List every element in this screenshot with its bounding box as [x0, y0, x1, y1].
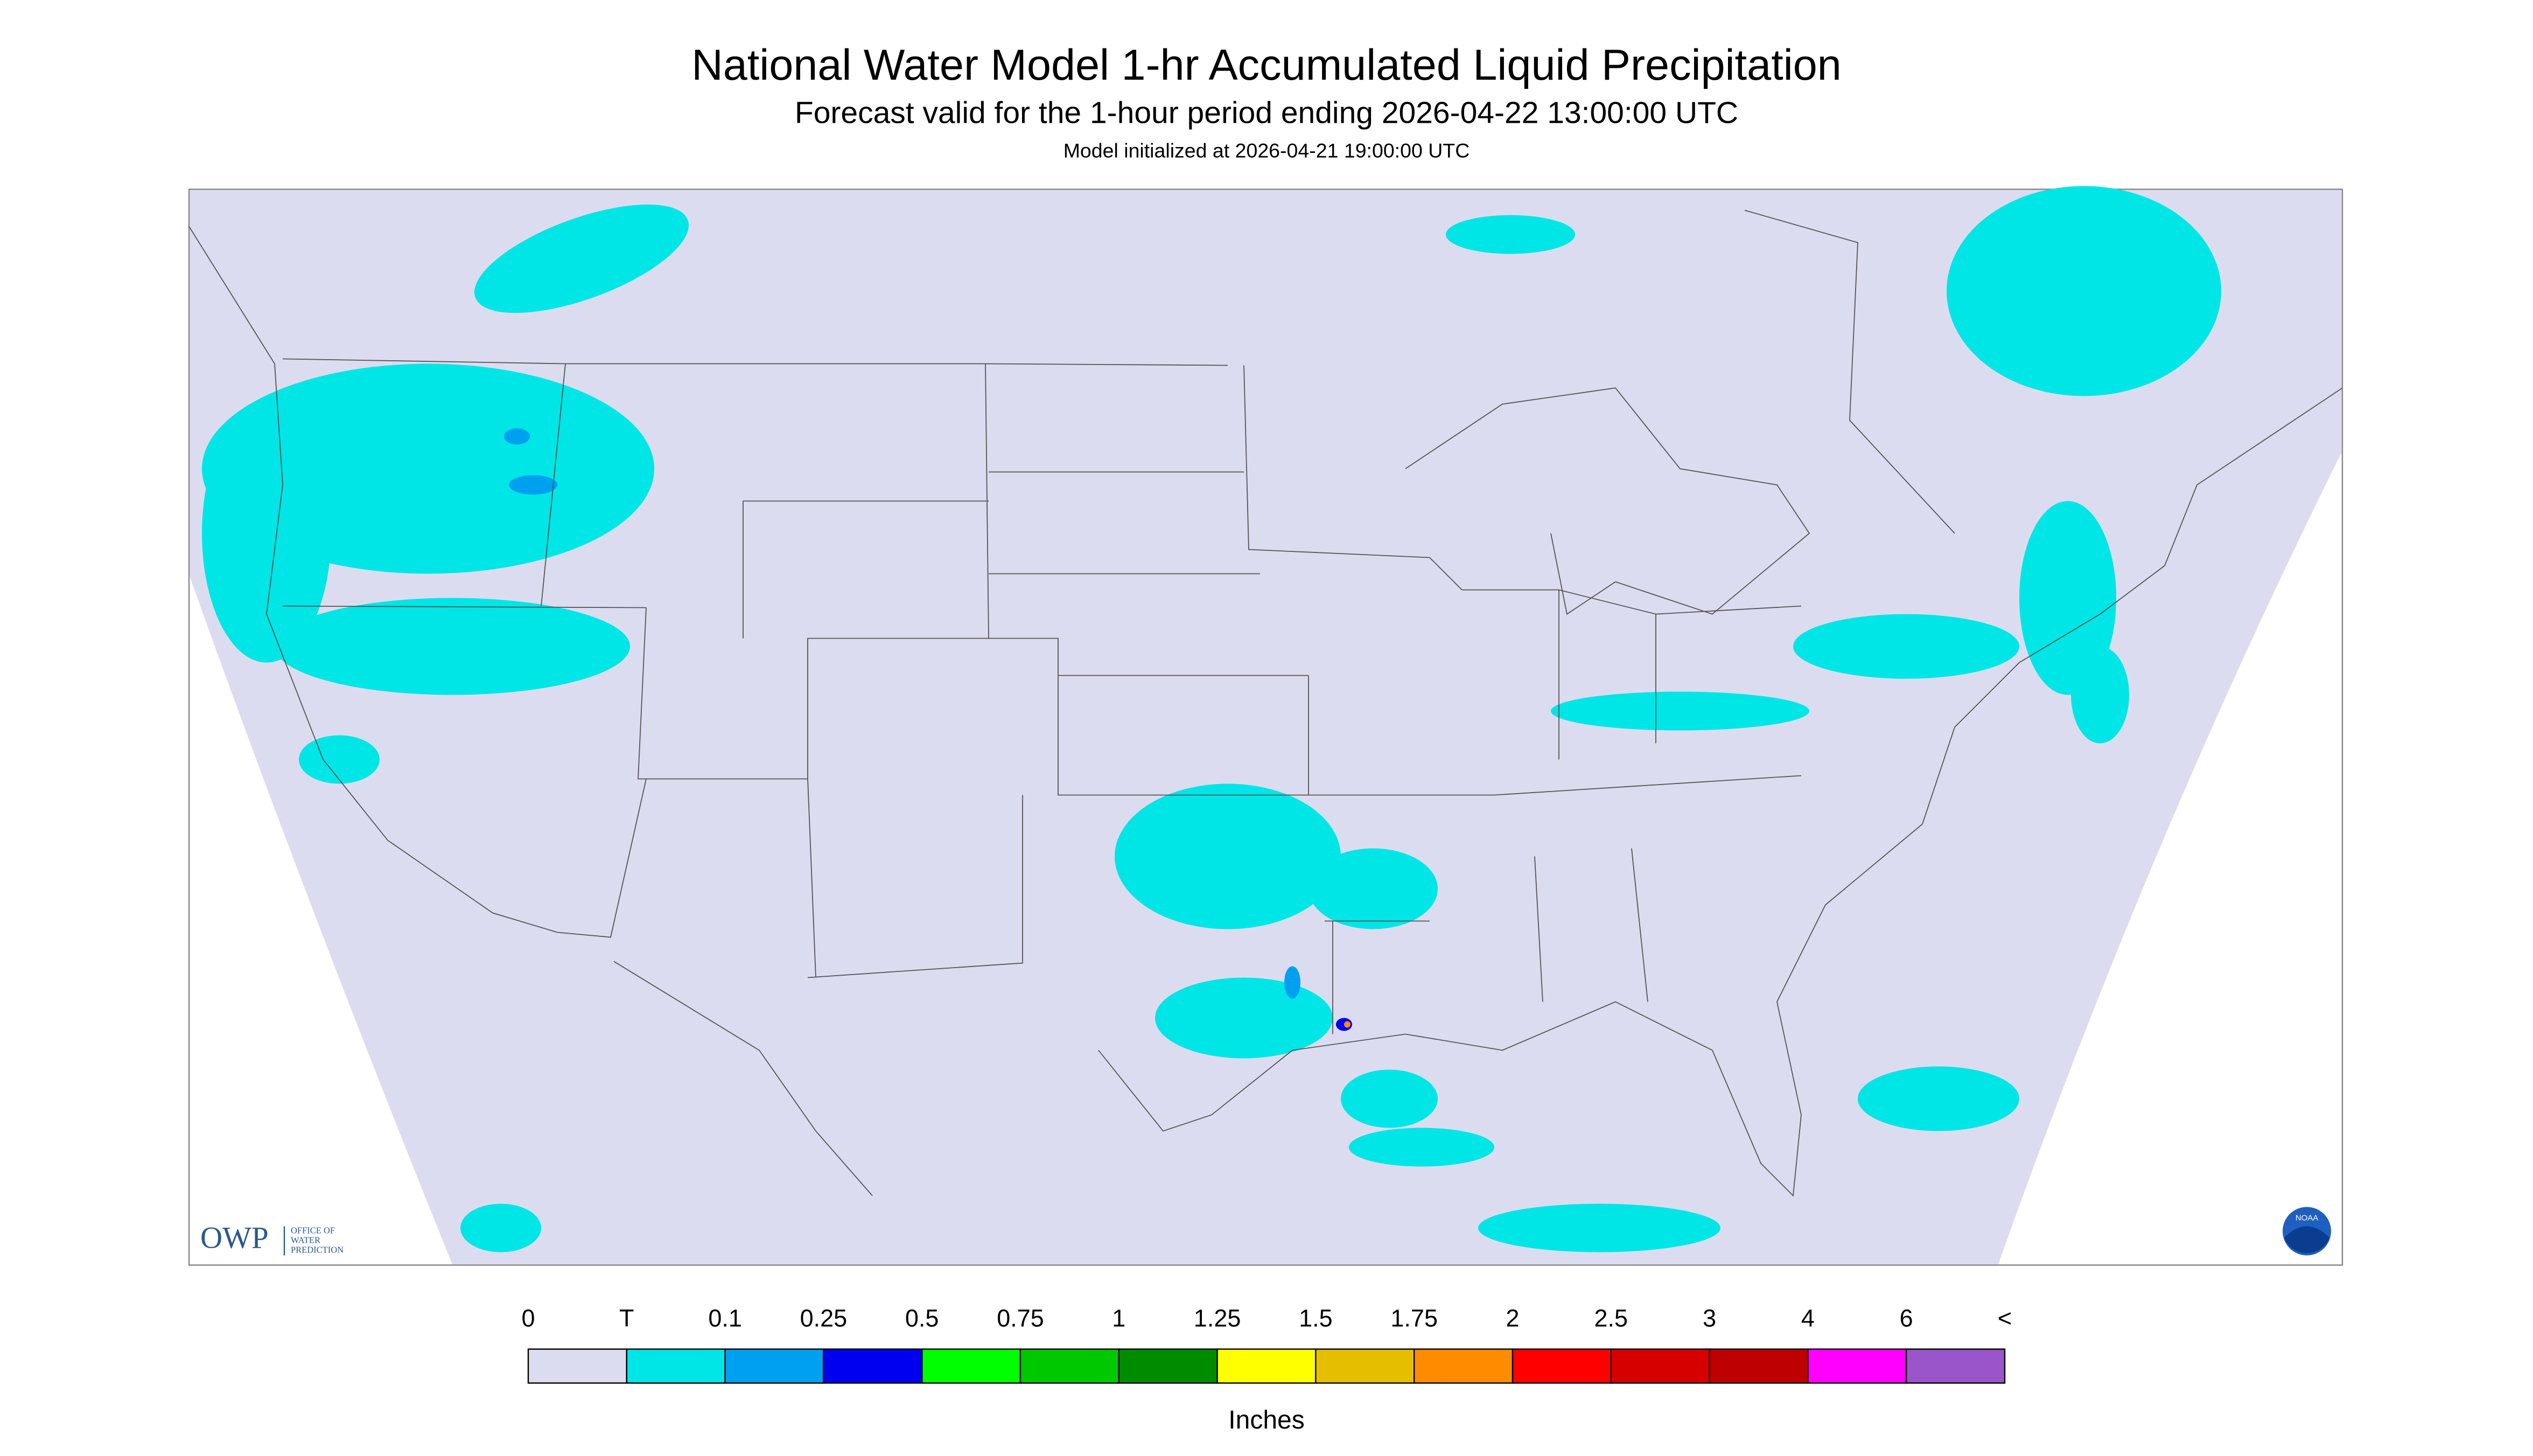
legend-swatch: [1709, 1348, 1809, 1384]
legend-label: 1.25: [1194, 1304, 1241, 1332]
init-note: Model initialized at 2026-04-21 19:00:00…: [1063, 139, 1470, 162]
legend-swatch: [921, 1348, 1021, 1384]
legend-label: 0.1: [708, 1304, 742, 1332]
legend-swatch: [1414, 1348, 1514, 1384]
noaa-badge: NOAA: [2296, 1213, 2319, 1222]
precip-areas: [202, 186, 2221, 1252]
legend-label: 0.75: [997, 1304, 1044, 1332]
legend: 0 T 0.1 0.25 0.5 0.75 1 1.25 1.5 1.75 2 2.5 3 4 6 < Inch…: [521, 1304, 2012, 1434]
logo-line: WATER: [291, 1235, 320, 1245]
map: OWP OFFICE OF WATER PREDICTION NOAA: [188, 186, 2343, 1266]
legend-label: 1.75: [1390, 1304, 1438, 1332]
legend-label: 2: [1506, 1304, 1519, 1332]
legend-label: 0: [521, 1304, 535, 1332]
legend-label: 3: [1703, 1304, 1716, 1332]
legend-swatch: [1118, 1348, 1218, 1384]
legend-swatch: [1807, 1348, 1907, 1384]
legend-swatch: [1216, 1348, 1317, 1384]
logo-acronym: OWP: [200, 1221, 269, 1255]
legend-swatch: [724, 1348, 824, 1384]
noaa-logo: NOAA: [2283, 1207, 2331, 1256]
legend-label: 0.25: [800, 1304, 848, 1332]
legend-swatch: [1610, 1348, 1710, 1384]
owp-logo: OWP OFFICE OF WATER PREDICTION: [200, 1221, 344, 1256]
legend-unit: Inches: [1228, 1406, 1304, 1434]
legend-label: 6: [1900, 1304, 1913, 1332]
legend-swatch: [527, 1348, 628, 1384]
legend-label: 4: [1801, 1304, 1815, 1332]
legend-swatch: [1512, 1348, 1612, 1384]
legend-label: 0.5: [905, 1304, 939, 1332]
legend-label: T: [619, 1304, 634, 1332]
legend-swatch: [1905, 1348, 2006, 1384]
legend-swatch: [823, 1348, 923, 1384]
legend-swatch: [1019, 1348, 1120, 1384]
logo-line: OFFICE OF: [291, 1225, 335, 1235]
logo-line: PREDICTION: [291, 1244, 344, 1255]
legend-label: 1.5: [1299, 1304, 1333, 1332]
legend-label: <: [1998, 1304, 2012, 1332]
title: National Water Model 1-hr Accumulated Li…: [691, 41, 1842, 89]
borders: [188, 209, 2343, 1197]
legend-label: 2.5: [1594, 1304, 1628, 1332]
legend-label: 1: [1112, 1304, 1125, 1332]
legend-swatch: [626, 1348, 726, 1384]
subtitle: Forecast valid for the 1-hour period end…: [795, 96, 1738, 130]
legend-swatch: [1315, 1348, 1415, 1384]
